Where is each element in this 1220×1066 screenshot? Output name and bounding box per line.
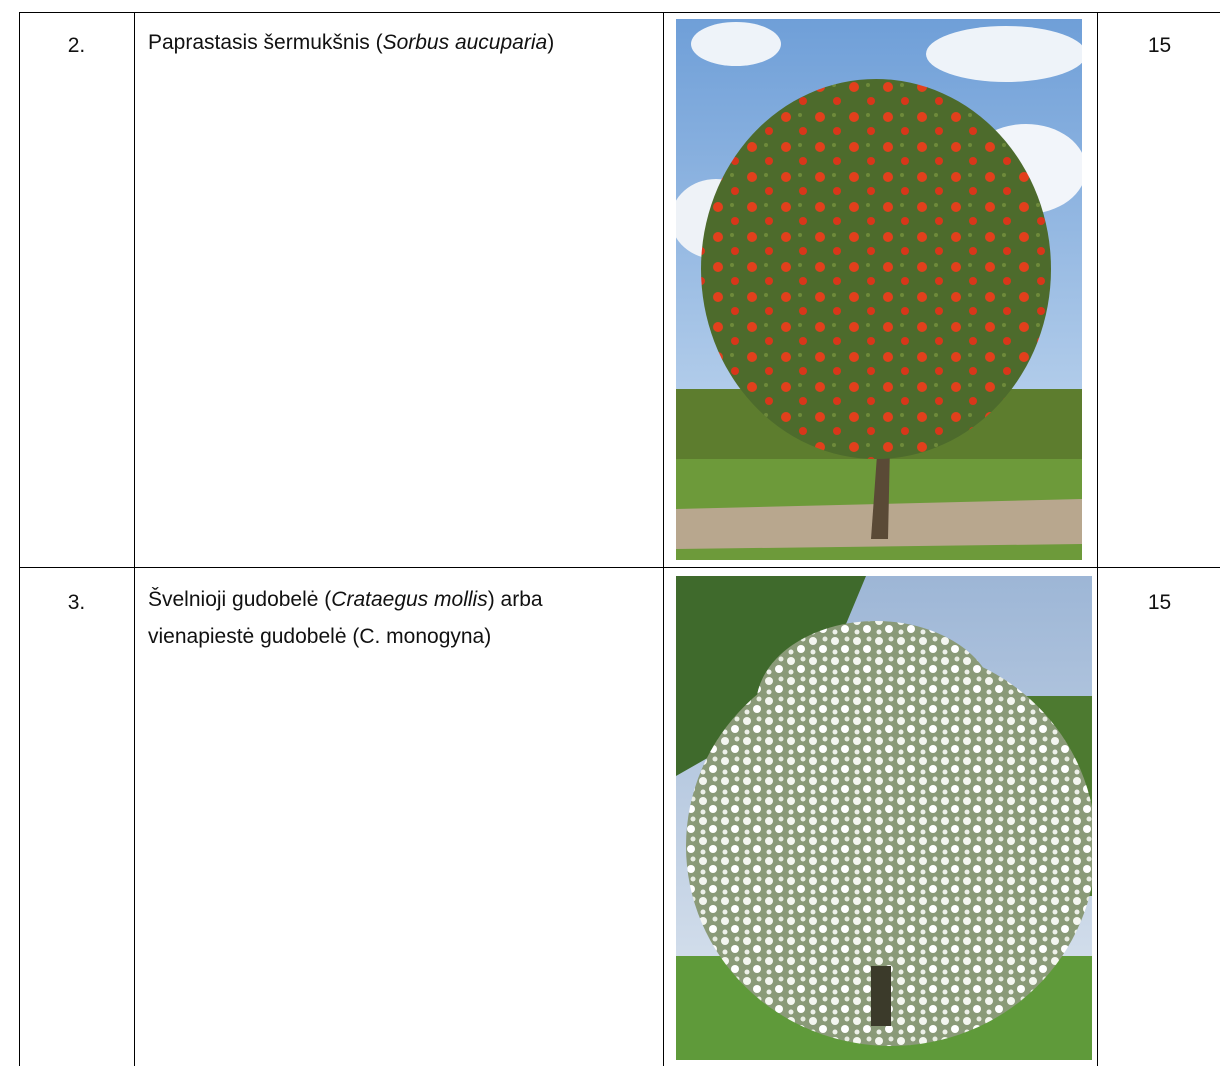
count: 15 [1147, 591, 1172, 614]
species-name: Švelnioji gudobelė (Crataegus mollis) ar… [148, 581, 648, 655]
name-text: ) [547, 31, 555, 54]
table-border [134, 12, 135, 1066]
row-number: 2. [67, 34, 86, 57]
species-name: Paprastasis šermukšnis (Sorbus aucuparia… [148, 24, 578, 61]
latin-name: Sorbus aucuparia [382, 31, 548, 54]
table-border [19, 12, 1220, 13]
table-border [663, 12, 664, 1066]
photo-rowan [676, 19, 1082, 560]
name-text: Paprastasis šermukšnis ( [148, 31, 383, 54]
photo-hawthorn [676, 576, 1092, 1060]
count: 15 [1147, 34, 1172, 57]
table-border [1097, 12, 1098, 1066]
row-number: 3. [67, 591, 86, 614]
latin-name: Crataegus mollis [331, 588, 488, 611]
table-border [19, 12, 20, 1066]
name-text: ) arba vienapiestė gudobelė (C. monogyna… [148, 588, 543, 648]
name-text: Švelnioji gudobelė ( [148, 588, 332, 611]
table-border [19, 567, 1220, 568]
